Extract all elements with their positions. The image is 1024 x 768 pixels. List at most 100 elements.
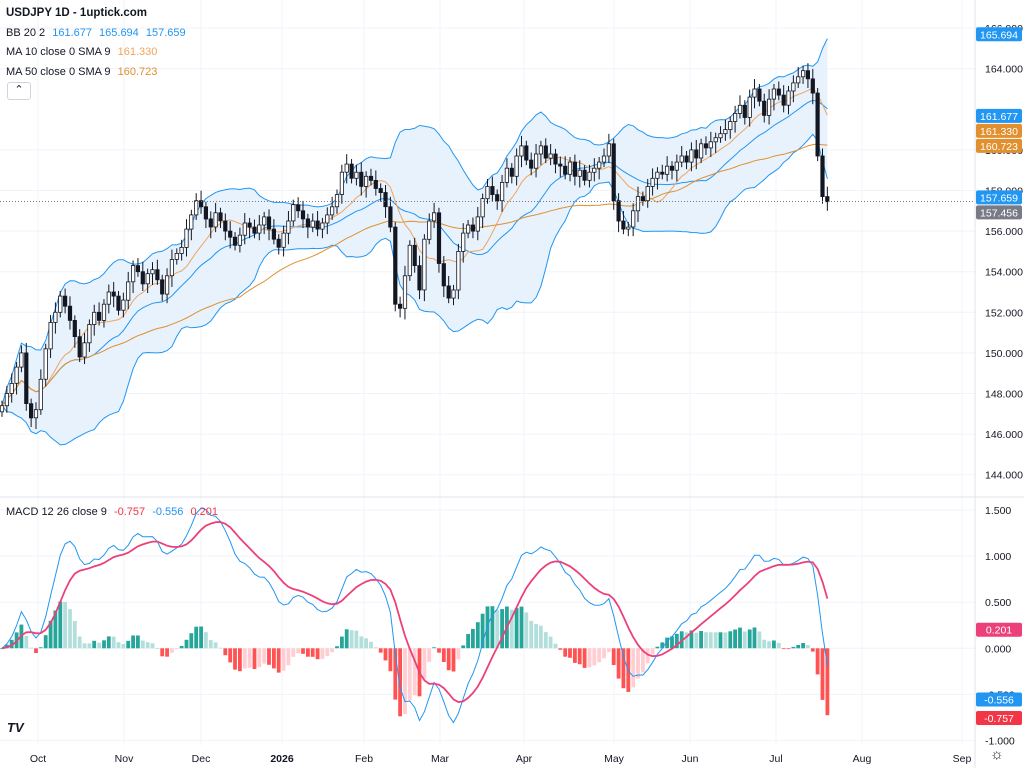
chevron-up-icon[interactable]: ⌃ [7,82,31,100]
candle-body [475,216,480,232]
macd-histogram-bar [786,648,791,650]
macd-histogram-bar [641,648,645,673]
candle-body [228,230,233,238]
axes: 144.000 146.000 148.000 150.000 152.000 154.0… [30,23,1023,765]
candle-body [106,291,111,305]
date-tick-label: Jun [682,753,699,765]
macd-histogram-bar [262,648,267,664]
macd-histogram-bar [602,648,606,659]
ma10-legend[interactable]: MA 10 close 0 SMA 9 161.330 [6,45,157,59]
macd-histogram-bar [427,648,432,662]
macd-histogram-bar [553,643,558,649]
macd-histogram-bar [728,631,733,649]
candle-body [626,226,631,230]
candle-body [77,336,82,358]
candle-body [97,311,102,321]
macd-histogram-bar [738,627,742,649]
price-tag-ma10-bg [976,123,1022,138]
macd-histogram-bar [577,648,582,665]
bb-legend[interactable]: BB 20 2 161.677 165.694 157.659 [6,26,186,40]
date-tick-label: 2026 [270,753,294,765]
macd-histogram-bar [9,639,14,649]
candle-body [329,206,335,216]
price-tick-label: 154.000 [985,267,1023,279]
candle-body [339,171,345,195]
macd-legend[interactable]: MACD 12 26 close 9 -0.757 -0.556 0.201 [6,505,218,519]
candle-body [509,167,514,177]
candle-body [325,214,330,224]
macd-histogram-bar [534,624,538,649]
candle-body [388,206,393,228]
macd-pane [0,507,830,724]
bb-upper-line [1,38,828,406]
candle-body [218,212,223,222]
macd-histogram-bar [412,648,417,696]
candle-body [660,171,665,175]
macd-legend-label: MACD 12 26 close 9 [6,506,107,518]
candle-body [266,216,272,230]
macd-histogram-bar [650,648,655,655]
candle-body [169,259,174,277]
ma50-legend[interactable]: MA 50 close 0 SMA 9 160.723 [6,65,157,79]
macd-histogram-bar [607,648,611,653]
macd-histogram-bar [121,644,126,649]
macd-histogram-bar [767,641,771,649]
macd-histogram-bar [446,648,451,671]
candle-body [781,94,786,106]
macd-histogram-bar [199,626,203,649]
candle-body [747,96,752,118]
macd-histogram-bar [655,646,660,649]
macd-histogram-bar [223,648,228,656]
candle-body [524,145,529,161]
macd-histogram-bar [306,648,310,657]
macd-histogram-bar [801,643,805,649]
date-tick-label: Dec [192,753,211,765]
bb-basis-line [1,99,828,407]
candle-body [407,244,412,277]
candle-body [495,194,500,202]
tradingview-logo-icon[interactable]: TV [7,720,24,735]
macd-histogram-bar [475,622,480,649]
candle-body [33,409,39,419]
candle-body [767,98,772,116]
macd-histogram-bar [77,636,82,649]
candle-body [490,186,495,196]
candle-body [587,171,592,181]
macd-histogram-bar [388,648,393,672]
macd-histogram-bar [723,632,728,649]
macd-histogram-bar [665,637,669,649]
macd-histogram-bar [29,647,33,649]
candle-body [708,141,713,149]
macd-tick-label: -1.000 [985,735,1015,747]
candle-body [359,171,364,187]
macd-histogram-bar [340,636,344,649]
macd-histogram-bar [145,642,150,649]
macd-histogram-bar [539,625,543,649]
macd-histogram-bar [330,648,334,653]
macd-histogram-bar [257,648,262,668]
macd-histogram-bar [349,630,354,649]
macd-histogram-bar [87,643,92,649]
candle-body [771,88,777,100]
date-tick-label: Nov [115,753,134,765]
candle-body [281,232,286,248]
macd-histogram-bar [58,601,63,649]
candle-body [752,88,757,98]
candle-body [145,273,150,285]
macd-histogram-bar [592,648,597,666]
candle-body [582,169,587,181]
gear-icon[interactable]: ☼ [990,746,1004,763]
candle-body [485,186,490,200]
macd-histogram-bar [815,648,820,675]
macd-tag-hist: -0.757 [984,713,1014,725]
macd-histogram-bar [432,647,436,649]
macd-histogram-bar [820,648,825,700]
macd-histogram-bar [422,648,427,680]
candle-body [635,196,641,212]
macd-histogram-bar [165,648,169,657]
candle-body [262,216,267,226]
candle-body [456,250,461,291]
bb-basis-value: 161.677 [52,27,92,39]
macd-histogram-bar [310,648,315,657]
